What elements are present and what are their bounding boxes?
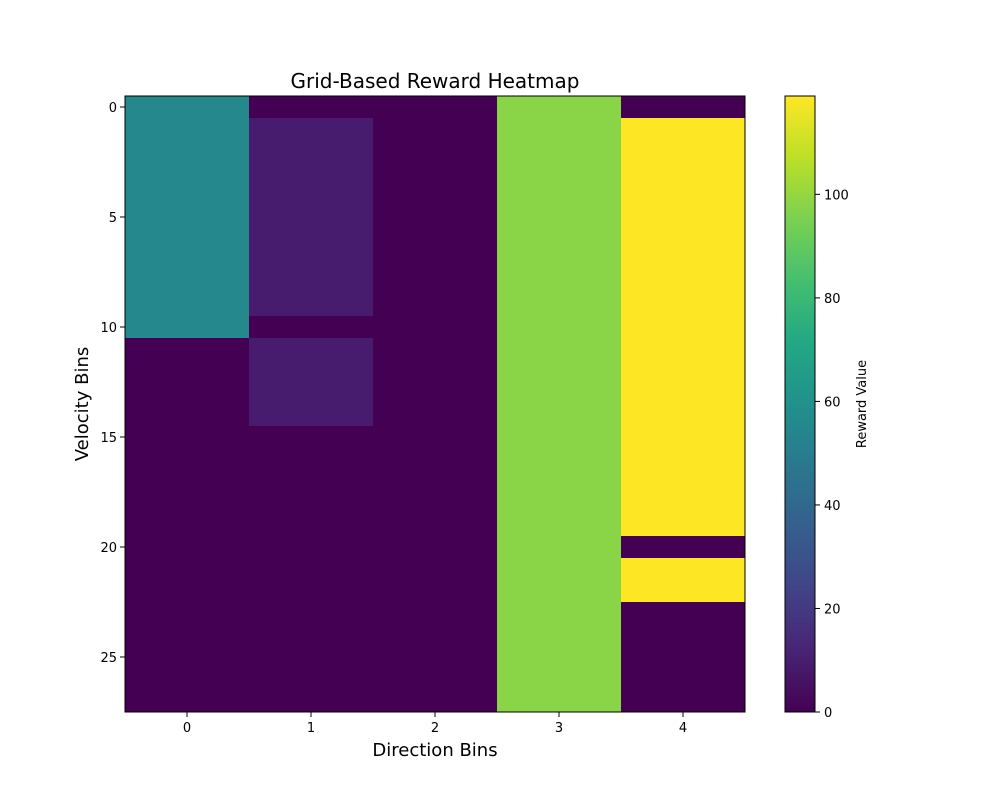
- y-tick-label: 0: [109, 101, 117, 116]
- heatmap-cell-col4-rows23-27: [621, 602, 746, 713]
- chart-title: Grid-Based Reward Heatmap: [291, 69, 580, 93]
- heatmap-cell-col0-rows11-27: [125, 338, 250, 713]
- y-tick-label: 10: [100, 321, 117, 336]
- heatmap-cell-col4-rows0-0: [621, 96, 746, 119]
- x-tick-label: 3: [555, 721, 563, 736]
- heatmap-cell-col1-rows1-9: [249, 118, 374, 317]
- y-tick-label: 15: [100, 431, 117, 446]
- heatmap-cell-col1-rows11-14: [249, 338, 374, 427]
- heatmap-cell-col4-rows20-20: [621, 536, 746, 559]
- y-axis-ticks: 0 5 10 15 20 25: [100, 101, 125, 666]
- x-axis-label: Direction Bins: [372, 740, 497, 761]
- heatmap-cell-col4-rows1-19: [621, 118, 746, 537]
- heatmap-cell-col0-rows0-10: [125, 96, 250, 339]
- colorbar: [784, 95, 816, 713]
- colorbar-label: Reward Value: [855, 360, 870, 448]
- y-tick-label: 20: [100, 541, 117, 556]
- y-tick-label: 5: [109, 211, 117, 226]
- heatmap-cell-col4-rows21-22: [621, 558, 746, 603]
- x-axis-ticks: 0 1 2 3 4: [183, 712, 687, 736]
- colorbar-tick-label: 40: [824, 499, 841, 514]
- heatmap-cell-col1-rows0-0: [249, 96, 374, 119]
- colorbar-ticks: 0 20 40 60 80 100: [815, 188, 849, 721]
- colorbar-tick-label: 60: [824, 395, 841, 410]
- x-tick-label: 1: [307, 721, 315, 736]
- heatmap-cell-col1-rows15-27: [249, 426, 374, 713]
- x-tick-label: 2: [431, 721, 439, 736]
- heatmap-cell-col3-rows0-27: [497, 96, 622, 713]
- heatmap-cell-col2-rows0-27: [373, 96, 498, 713]
- colorbar-tick-label: 100: [824, 188, 849, 203]
- heatmap-cells: [125, 96, 746, 713]
- colorbar-tick-label: 0: [824, 706, 832, 721]
- x-tick-label: 4: [679, 721, 687, 736]
- y-tick-label: 25: [100, 651, 117, 666]
- heatmap-cell-col1-rows10-10: [249, 316, 374, 339]
- x-tick-label: 0: [183, 721, 191, 736]
- y-axis-label: Velocity Bins: [72, 347, 93, 461]
- colorbar-tick-label: 20: [824, 602, 841, 617]
- colorbar-tick-label: 80: [824, 292, 841, 307]
